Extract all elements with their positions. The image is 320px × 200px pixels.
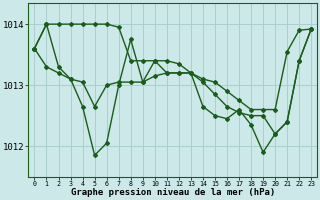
X-axis label: Graphe pression niveau de la mer (hPa): Graphe pression niveau de la mer (hPa) — [71, 188, 275, 197]
